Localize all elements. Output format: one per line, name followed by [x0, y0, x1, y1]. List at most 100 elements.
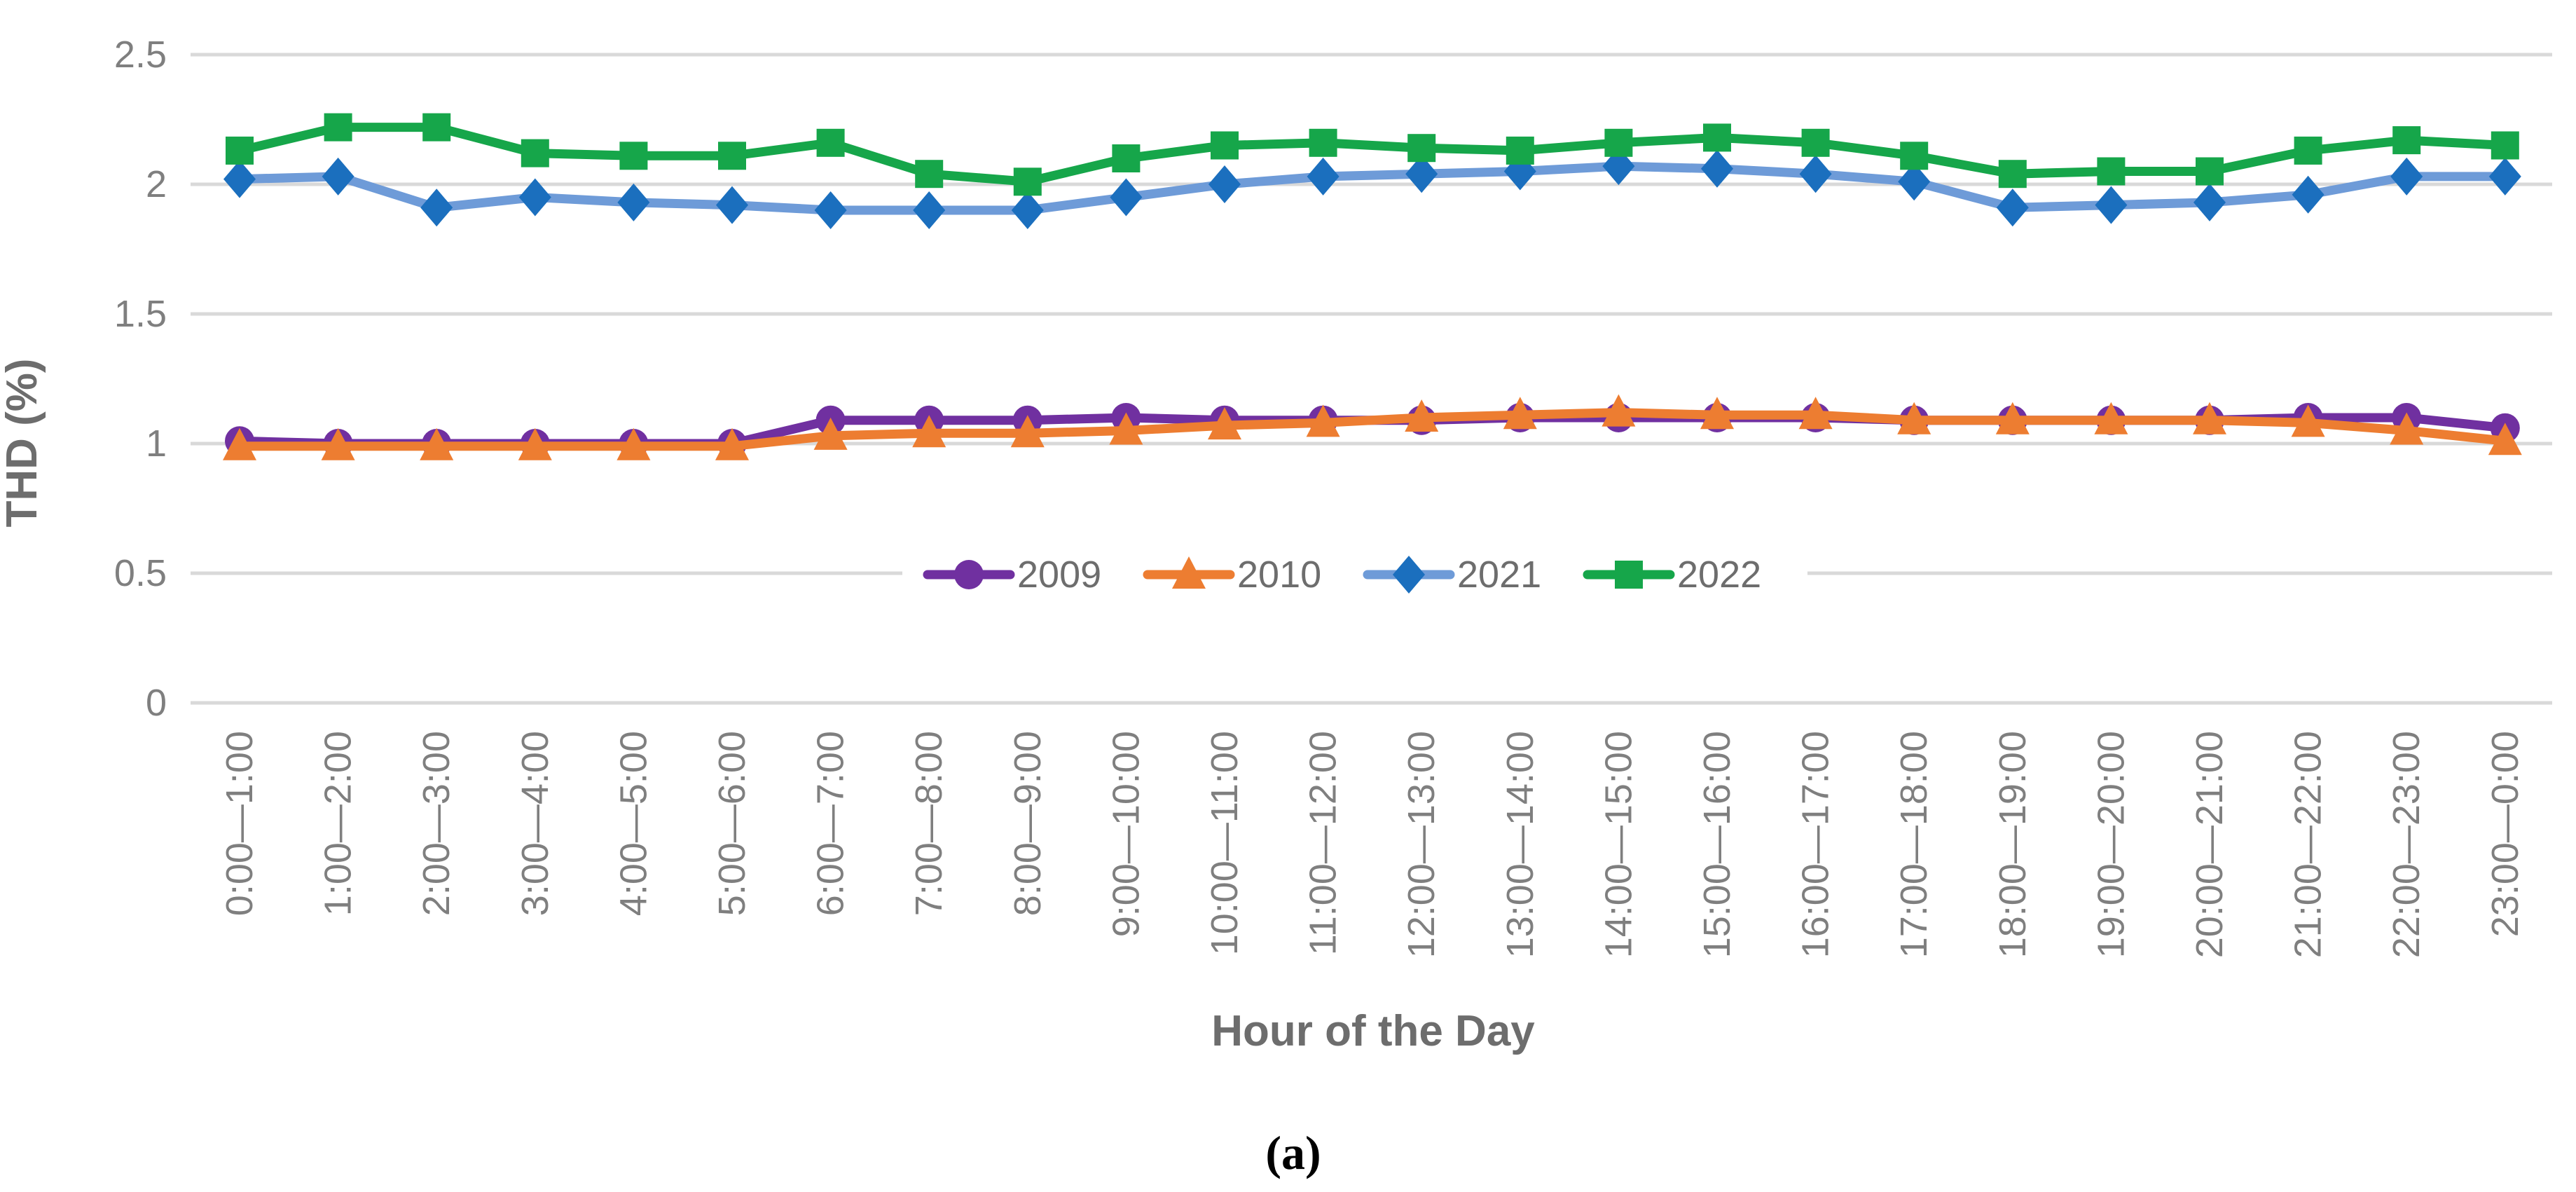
series-2021-point: [1799, 155, 1832, 193]
x-tick-label: 2:00—3:00: [415, 731, 457, 916]
series-2021-point: [2488, 157, 2521, 196]
series-2010-point: [1798, 397, 1833, 430]
y-axis-title: THD (%): [0, 358, 46, 527]
series-2021-point: [814, 191, 847, 229]
y-tick-label: 1: [146, 423, 167, 465]
x-tick-label: 22:00—23:00: [2385, 731, 2427, 958]
legend-circle-marker: [954, 560, 984, 589]
series-2022-point: [2097, 157, 2126, 186]
legend-label: 2010: [1237, 554, 1321, 596]
series-2021: [223, 147, 2521, 229]
legend-item-2009: 2009: [923, 554, 1101, 596]
x-tick-label: 3:00—4:00: [514, 731, 556, 916]
series-2010-point: [1602, 394, 1636, 427]
series-2010-point: [1995, 402, 2030, 434]
data-series: [223, 113, 2522, 460]
series-2010-point: [1010, 415, 1045, 448]
series-2021-point: [1996, 189, 2029, 227]
series-2021-point: [2095, 186, 2128, 224]
series-2022-point: [521, 139, 549, 167]
series-2022-point: [1407, 134, 1436, 163]
x-tick-label: 9:00—10:00: [1105, 731, 1147, 937]
y-tick-label: 0.5: [114, 552, 167, 594]
legend-label: 2022: [1677, 554, 1761, 596]
series-2010-point: [912, 415, 946, 448]
series-2010-point: [223, 427, 256, 460]
series-2021-point: [1011, 191, 1044, 229]
series-2022: [226, 113, 2519, 196]
series-2022-point: [816, 128, 845, 157]
x-tick-label: 12:00—13:00: [1400, 731, 1442, 958]
series-2010-point: [1503, 397, 1537, 430]
series-2010-point: [2094, 402, 2128, 434]
series-2022-point: [1998, 160, 2027, 189]
x-axis-title: Hour of the Day: [1211, 1007, 1535, 1055]
series-2010-line: [235, 408, 2510, 451]
y-tick-label: 1.5: [114, 293, 167, 335]
series-2022-point: [1112, 144, 1141, 172]
x-tick-label: 7:00—8:00: [908, 731, 950, 916]
x-tick-label: 5:00—6:00: [711, 731, 753, 916]
series-2022-point: [1604, 128, 1633, 157]
series-2022-point: [324, 113, 352, 142]
series-2022-point: [1506, 136, 1534, 165]
series-2010-point: [1897, 402, 1931, 434]
series-2022-point: [1900, 142, 1929, 170]
x-tick-label: 6:00—7:00: [810, 731, 852, 916]
series-2021-point: [1110, 178, 1143, 217]
series-2010-point: [1405, 399, 1439, 432]
series-2010-point: [2193, 402, 2226, 434]
series-2010-point: [2390, 412, 2424, 445]
series-2010-point: [1109, 412, 1143, 445]
series-2010-point: [321, 427, 355, 460]
series-2022-point: [422, 113, 451, 142]
legend-label: 2021: [1457, 554, 1541, 596]
x-axis-tick-labels: 0:00—1:00 1:00—2:00 2:00—3:00 3:00—4:00 4:00…: [219, 731, 2526, 958]
x-tick-label: 20:00—21:00: [2189, 731, 2231, 958]
series-2010-point: [715, 427, 749, 460]
series-2021-point: [1701, 149, 1733, 188]
x-tick-label: 0:00—1:00: [219, 731, 261, 916]
x-tick-label: 14:00—15:00: [1597, 731, 1639, 958]
series-2022-point: [2196, 157, 2224, 186]
series-2022-point: [2294, 136, 2322, 165]
x-tick-label: 1:00—2:00: [317, 731, 359, 916]
series-2021-point: [322, 157, 354, 196]
series-2022-point: [2392, 126, 2421, 155]
series-2021-point: [2193, 183, 2226, 221]
legend-label: 2009: [1017, 554, 1101, 596]
legend-item-2022: 2022: [1583, 554, 1761, 596]
x-tick-label: 19:00—20:00: [2090, 731, 2132, 958]
series-2022-point: [1013, 167, 1042, 196]
series-2010: [223, 394, 2522, 460]
legend-diamond-marker: [1393, 556, 1425, 594]
series-2010-point: [617, 427, 651, 460]
series-2010-point: [2291, 404, 2325, 437]
series-2010-point: [1700, 397, 1734, 430]
series-2022-point: [1309, 128, 1337, 157]
chart-legend: 2009 2010 2021 2022: [902, 545, 1807, 605]
series-2022-point: [2491, 131, 2519, 160]
series-2021-point: [716, 186, 748, 224]
x-tick-label: 17:00—18:00: [1893, 731, 1935, 958]
series-2022-point: [718, 142, 746, 170]
series-2021-point: [1898, 163, 1931, 201]
legend-item-2021: 2021: [1363, 554, 1541, 596]
subfigure-caption: (a): [1265, 1126, 1321, 1179]
series-2022-point: [619, 142, 648, 170]
legend-item-2010: 2010: [1143, 554, 1321, 596]
series-2010-point: [2488, 423, 2522, 455]
series-2022-point: [226, 136, 254, 165]
y-tick-label: 2.5: [114, 34, 167, 76]
series-2021-line: [235, 161, 2510, 215]
series-2022-point: [1211, 131, 1239, 160]
series-2010-point: [420, 427, 454, 460]
y-tick-label: 0: [146, 682, 167, 724]
series-2021-point: [2292, 175, 2324, 214]
series-2021-point: [1405, 155, 1438, 193]
x-tick-label: 10:00—11:00: [1204, 731, 1246, 955]
series-2022-line: [235, 123, 2510, 186]
x-tick-label: 18:00—19:00: [1992, 731, 2034, 958]
